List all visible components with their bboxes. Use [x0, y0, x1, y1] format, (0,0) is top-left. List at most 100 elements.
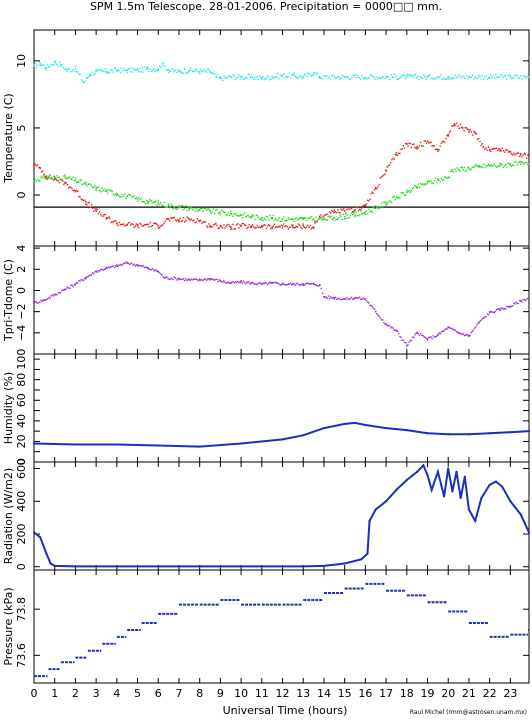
- data-point: [280, 284, 283, 286]
- data-point: [457, 76, 459, 78]
- data-point: [426, 473, 429, 477]
- data-point: [389, 78, 391, 80]
- data-point: [225, 225, 227, 228]
- data-point: [80, 279, 82, 281]
- data-point: [478, 166, 481, 168]
- data-point: [261, 219, 263, 221]
- data-point: [179, 217, 181, 220]
- data-point: [255, 283, 257, 285]
- data-point: [497, 149, 499, 152]
- data-point: [199, 73, 201, 75]
- data-point: [106, 267, 109, 269]
- data-point: [74, 191, 77, 193]
- series-temperature-2: [33, 160, 530, 223]
- data-point: [189, 279, 192, 281]
- data-point: [260, 226, 262, 229]
- data-point: [454, 124, 457, 126]
- data-point: [272, 225, 274, 227]
- data-point: [285, 219, 287, 222]
- x-axis: 0 1 2 3 4 5 6 7 8 9 10 11 12 13 14 15 16 17 18 19 20 21 22 23: [31, 687, 518, 700]
- data-point: [79, 179, 81, 181]
- data-point: [237, 223, 239, 225]
- data-point: [516, 152, 518, 154]
- data-point: [125, 197, 127, 200]
- data-point: [33, 303, 35, 305]
- data-point: [215, 278, 217, 281]
- data-point: [95, 208, 97, 210]
- data-point: [112, 221, 115, 223]
- data-point: [519, 163, 522, 165]
- data-point: [115, 67, 117, 69]
- data-point: [35, 180, 37, 182]
- data-point: [95, 187, 97, 190]
- data-point: [289, 282, 292, 284]
- data-point: [291, 284, 293, 286]
- data-point: [452, 77, 454, 79]
- data-point: [401, 339, 403, 341]
- panel-frame: [33, 29, 530, 247]
- data-point: [395, 196, 398, 199]
- data-point: [125, 224, 127, 226]
- data-point: [55, 178, 57, 180]
- data-point: [150, 269, 153, 271]
- data-point: [138, 196, 140, 199]
- data-point: [97, 68, 100, 71]
- data-point: [189, 67, 192, 69]
- data-point: [294, 226, 296, 229]
- data-point: [288, 226, 291, 229]
- data-point: [501, 75, 503, 77]
- data-point: [307, 217, 309, 220]
- data-point: [232, 223, 234, 226]
- data-point: [104, 190, 106, 192]
- data-point: [352, 211, 354, 213]
- data-point: [146, 200, 148, 202]
- x-tick-label: 22: [483, 687, 497, 700]
- data-point: [98, 211, 101, 213]
- data-point: [78, 280, 80, 282]
- data-point: [403, 341, 406, 344]
- data-point: [149, 199, 151, 201]
- data-point: [453, 124, 456, 127]
- series-line: [33, 463, 530, 568]
- data-point: [521, 301, 523, 303]
- data-point: [343, 562, 346, 565]
- data-point: [65, 178, 67, 180]
- data-point: [162, 276, 164, 278]
- data-point: [201, 222, 203, 224]
- data-point: [527, 297, 529, 300]
- data-point: [229, 76, 232, 78]
- data-point: [278, 225, 280, 227]
- data-point: [171, 205, 173, 207]
- data-point: [405, 478, 408, 482]
- data-point: [509, 74, 512, 76]
- data-point: [391, 326, 393, 328]
- data-point: [192, 220, 194, 222]
- data-point: [257, 226, 260, 229]
- x-tick-label: 14: [317, 687, 331, 700]
- data-point: [404, 78, 407, 80]
- data-point: [525, 298, 528, 300]
- data-point: [115, 193, 117, 195]
- y-axis-label: Humidity (%): [2, 372, 15, 444]
- data-point: [426, 182, 429, 184]
- data-point: [180, 205, 182, 207]
- data-point: [270, 78, 272, 80]
- data-point: [237, 215, 239, 217]
- data-point: [34, 163, 36, 166]
- data-point: [204, 208, 207, 210]
- data-point: [341, 209, 344, 211]
- data-point: [385, 170, 387, 172]
- data-point: [475, 76, 477, 79]
- data-point: [484, 148, 486, 150]
- data-point: [77, 282, 79, 284]
- data-point: [486, 165, 488, 167]
- data-point: [370, 192, 372, 195]
- data-point: [273, 281, 276, 284]
- data-point: [447, 326, 450, 329]
- data-point: [482, 145, 485, 148]
- series-temperature-0: [33, 60, 530, 84]
- data-point: [176, 208, 178, 210]
- data-point: [325, 296, 327, 298]
- data-point: [289, 77, 292, 79]
- data-point: [438, 179, 440, 181]
